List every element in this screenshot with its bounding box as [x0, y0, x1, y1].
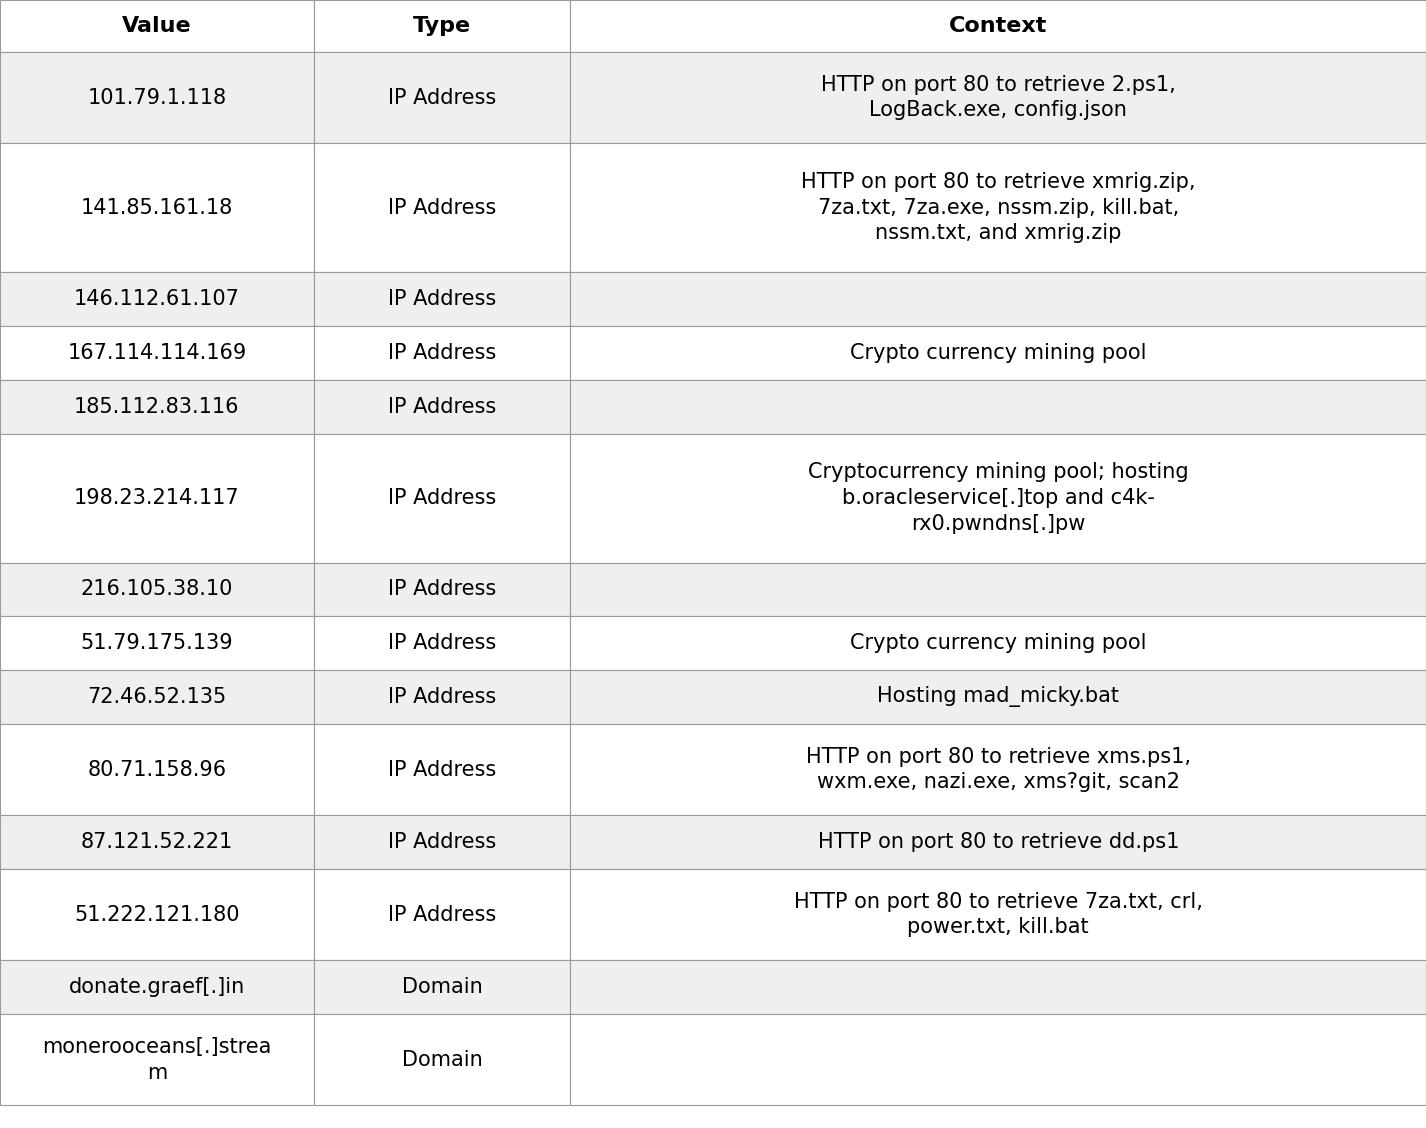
Bar: [570, 563, 1426, 616]
Bar: [570, 433, 1426, 563]
Bar: [314, 616, 570, 670]
Bar: [0, 563, 314, 616]
Text: IP Address: IP Address: [388, 759, 496, 779]
Text: donate.graef[.]in: donate.graef[.]in: [68, 977, 245, 997]
Bar: [0, 670, 314, 724]
Text: monerooceans[.]strea
m: monerooceans[.]strea m: [43, 1037, 271, 1083]
Text: IP Address: IP Address: [388, 88, 496, 107]
Bar: [570, 869, 1426, 960]
Text: HTTP on port 80 to retrieve 2.ps1,
LogBack.exe, config.json: HTTP on port 80 to retrieve 2.ps1, LogBa…: [821, 74, 1175, 121]
Bar: [314, 869, 570, 960]
Bar: [0, 0, 314, 52]
Text: 141.85.161.18: 141.85.161.18: [81, 197, 232, 218]
Text: 185.112.83.116: 185.112.83.116: [74, 397, 240, 416]
Bar: [314, 724, 570, 816]
Bar: [0, 960, 314, 1014]
Bar: [0, 816, 314, 869]
Bar: [570, 0, 1426, 52]
Bar: [570, 724, 1426, 816]
Bar: [314, 272, 570, 326]
Text: 72.46.52.135: 72.46.52.135: [87, 687, 227, 707]
Bar: [314, 816, 570, 869]
Text: 167.114.114.169: 167.114.114.169: [67, 343, 247, 363]
Text: IP Address: IP Address: [388, 488, 496, 508]
Bar: [314, 1014, 570, 1105]
Text: Hosting mad_micky.bat: Hosting mad_micky.bat: [877, 687, 1119, 707]
Text: HTTP on port 80 to retrieve dd.ps1: HTTP on port 80 to retrieve dd.ps1: [817, 832, 1179, 852]
Text: IP Address: IP Address: [388, 289, 496, 309]
Text: 51.79.175.139: 51.79.175.139: [80, 633, 234, 653]
Text: Domain: Domain: [402, 977, 482, 997]
Bar: [0, 869, 314, 960]
Text: IP Address: IP Address: [388, 343, 496, 363]
Text: Crypto currency mining pool: Crypto currency mining pool: [850, 633, 1147, 653]
Bar: [314, 143, 570, 272]
Bar: [570, 616, 1426, 670]
Text: IP Address: IP Address: [388, 905, 496, 925]
Bar: [0, 272, 314, 326]
Bar: [0, 143, 314, 272]
Text: IP Address: IP Address: [388, 397, 496, 416]
Text: HTTP on port 80 to retrieve xmrig.zip,
7za.txt, 7za.exe, nssm.zip, kill.bat,
nss: HTTP on port 80 to retrieve xmrig.zip, 7…: [801, 173, 1195, 244]
Bar: [0, 1014, 314, 1105]
Text: HTTP on port 80 to retrieve xms.ps1,
wxm.exe, nazi.exe, xms?git, scan2: HTTP on port 80 to retrieve xms.ps1, wxm…: [806, 747, 1191, 792]
Bar: [570, 670, 1426, 724]
Bar: [314, 52, 570, 143]
Text: 146.112.61.107: 146.112.61.107: [74, 289, 240, 309]
Bar: [314, 0, 570, 52]
Text: 87.121.52.221: 87.121.52.221: [81, 832, 232, 852]
Text: 80.71.158.96: 80.71.158.96: [87, 759, 227, 779]
Text: IP Address: IP Address: [388, 687, 496, 707]
Text: Cryptocurrency mining pool; hosting
b.oracleservice[.]top and c4k-
rx0.pwndns[.]: Cryptocurrency mining pool; hosting b.or…: [809, 462, 1188, 534]
Text: IP Address: IP Address: [388, 197, 496, 218]
Text: Domain: Domain: [402, 1050, 482, 1069]
Bar: [0, 380, 314, 433]
Bar: [570, 960, 1426, 1014]
Text: 198.23.214.117: 198.23.214.117: [74, 488, 240, 508]
Bar: [570, 326, 1426, 380]
Text: 101.79.1.118: 101.79.1.118: [87, 88, 227, 107]
Text: IP Address: IP Address: [388, 832, 496, 852]
Text: 51.222.121.180: 51.222.121.180: [74, 905, 240, 925]
Text: Crypto currency mining pool: Crypto currency mining pool: [850, 343, 1147, 363]
Text: IP Address: IP Address: [388, 580, 496, 599]
Text: 216.105.38.10: 216.105.38.10: [81, 580, 232, 599]
Bar: [570, 143, 1426, 272]
Bar: [314, 960, 570, 1014]
Bar: [314, 670, 570, 724]
Bar: [0, 433, 314, 563]
Bar: [0, 724, 314, 816]
Text: IP Address: IP Address: [388, 633, 496, 653]
Text: Type: Type: [414, 16, 471, 36]
Bar: [570, 1014, 1426, 1105]
Bar: [314, 433, 570, 563]
Bar: [570, 816, 1426, 869]
Text: Value: Value: [123, 16, 191, 36]
Text: HTTP on port 80 to retrieve 7za.txt, crl,
power.txt, kill.bat: HTTP on port 80 to retrieve 7za.txt, crl…: [794, 892, 1202, 937]
Bar: [314, 380, 570, 433]
Text: Context: Context: [950, 16, 1047, 36]
Bar: [570, 52, 1426, 143]
Bar: [0, 52, 314, 143]
Bar: [570, 380, 1426, 433]
Bar: [314, 563, 570, 616]
Bar: [314, 326, 570, 380]
Bar: [0, 616, 314, 670]
Bar: [570, 272, 1426, 326]
Bar: [0, 326, 314, 380]
